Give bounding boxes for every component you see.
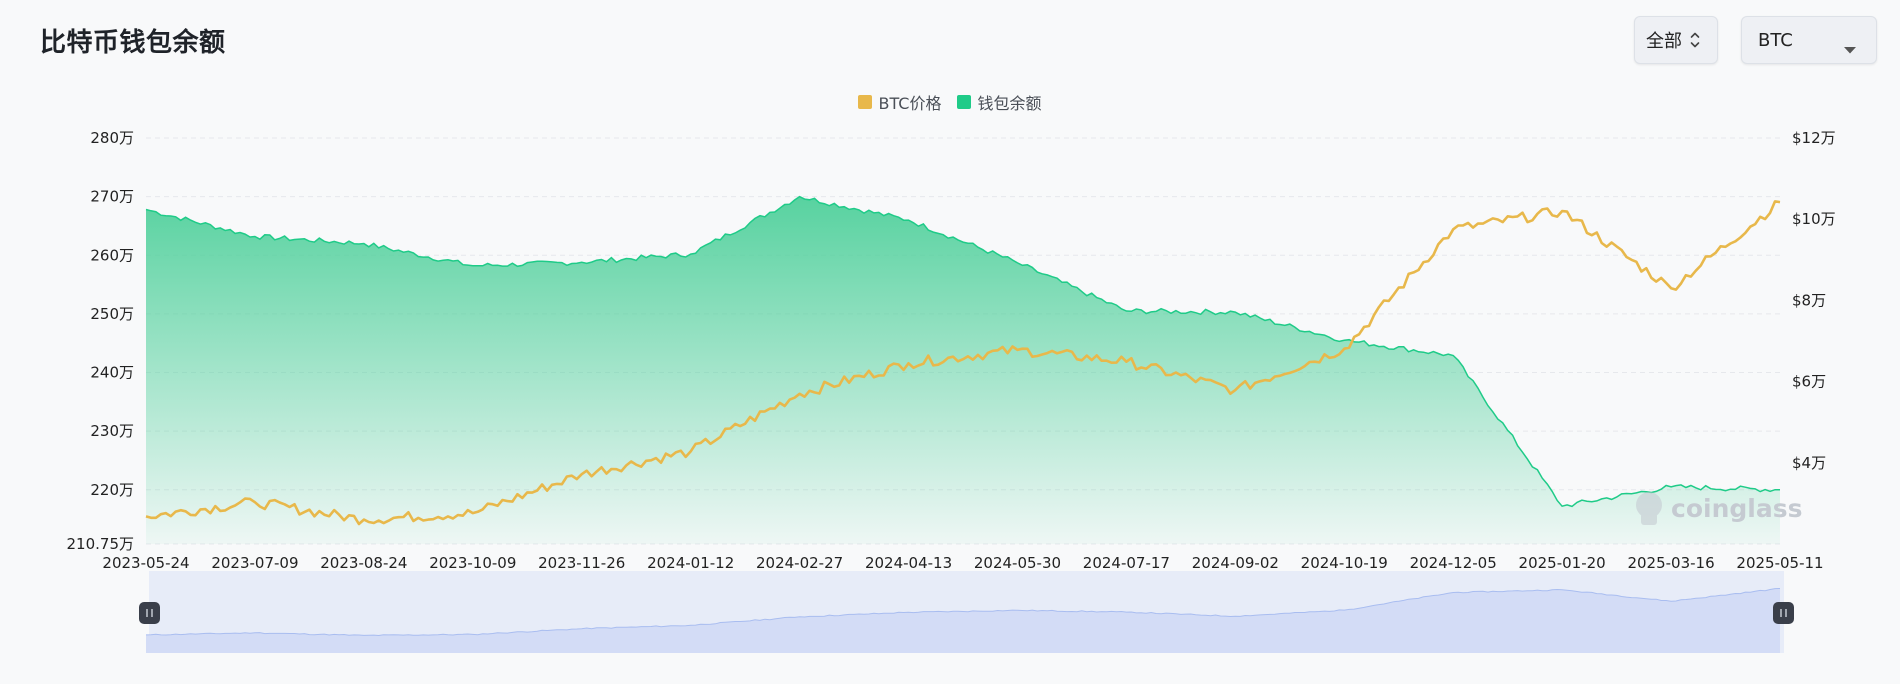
y-left-tick-label: 210.75万 (67, 535, 135, 553)
coin-select[interactable]: BTC (1741, 16, 1877, 64)
y-axis-right: $4万 $6万 $8万 $10万 $12万 (1792, 129, 1836, 472)
y-left-tick-label: 240万 (90, 364, 134, 382)
coin-select-label: BTC (1758, 29, 1793, 51)
y-left-tick-label: 230万 (90, 422, 134, 440)
x-tick-label: 2024-12-05 (1410, 554, 1497, 572)
x-tick-label: 2024-04-13 (865, 554, 952, 572)
range-select-label: 全部 (1646, 31, 1682, 52)
legend-swatch-price (858, 95, 873, 109)
legend-swatch-balance (957, 95, 972, 109)
y-left-tick-label: 270万 (90, 188, 134, 206)
coinglass-logo-icon (1636, 492, 1662, 525)
sort-updown-icon (1690, 31, 1700, 49)
series-line-balance (145, 195, 1781, 508)
x-tick-label: 2025-05-11 (1736, 554, 1823, 572)
y-left-tick-label: 280万 (90, 129, 134, 147)
x-axis: 2023-05-24 2023-07-09 2023-08-24 2023-10-09… (102, 554, 1823, 572)
x-tick-label: 2023-05-24 (102, 554, 189, 572)
y-right-tick-label: $8万 (1792, 291, 1826, 309)
y-right-tick-label: $4万 (1792, 454, 1826, 472)
y-left-tick-label: 260万 (90, 246, 134, 264)
x-tick-label: 2024-09-02 (1192, 554, 1279, 572)
legend-item-balance[interactable]: 钱包余额 (957, 90, 1042, 114)
series-line-price (145, 200, 1781, 526)
x-tick-label: 2024-07-17 (1083, 554, 1170, 572)
y-left-tick-label: 220万 (90, 481, 134, 499)
chevron-down-icon (1844, 38, 1856, 59)
slider-handle-left[interactable] (139, 602, 160, 624)
x-tick-label: 2023-07-09 (211, 554, 298, 572)
x-tick-label: 2023-10-09 (429, 554, 516, 572)
range-select[interactable]: 全部 (1634, 16, 1718, 64)
slider-preview-area (146, 588, 1780, 653)
legend-item-price[interactable]: BTC价格 (858, 90, 941, 114)
y-left-tick-label: 250万 (90, 305, 134, 323)
slider-preview-line (145, 588, 1781, 637)
watermark-text: coinglass (1671, 494, 1802, 523)
y-right-tick-label: $6万 (1792, 373, 1826, 391)
x-tick-label: 2024-05-30 (974, 554, 1061, 572)
legend-label-balance: 钱包余额 (977, 94, 1042, 113)
x-tick-label: 2024-02-27 (756, 554, 843, 572)
x-tick-label: 2025-03-16 (1627, 554, 1714, 572)
chart-legend: BTC价格 钱包余额 (0, 90, 1900, 114)
page-title: 比特币钱包余额 (40, 28, 226, 58)
x-tick-label: 2023-08-24 (320, 554, 407, 572)
legend-label-price: BTC价格 (878, 94, 942, 113)
range-slider[interactable] (139, 571, 1794, 653)
y-right-tick-label: $12万 (1792, 129, 1836, 147)
x-tick-label: 2023-11-26 (538, 554, 625, 572)
y-axis-left: 210.75万 220万 230万 240万 250万 260万 270万 280万 (67, 129, 135, 553)
x-tick-label: 2024-10-19 (1301, 554, 1388, 572)
series-area-balance (146, 196, 1780, 544)
x-tick-label: 2024-01-12 (647, 554, 734, 572)
x-tick-label: 2025-01-20 (1519, 554, 1606, 572)
slider-handle-right[interactable] (1773, 602, 1794, 624)
y-right-tick-label: $10万 (1792, 210, 1836, 228)
